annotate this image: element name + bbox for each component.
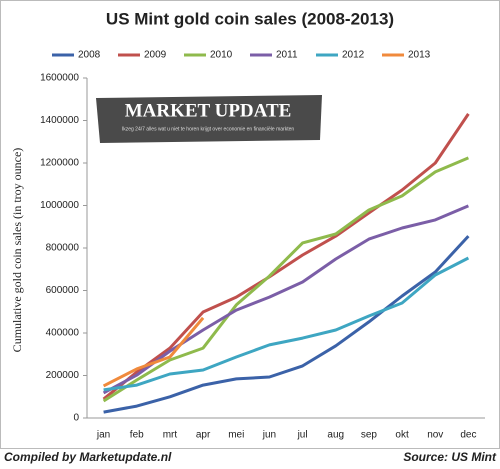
y-tick-label: 1200000 <box>40 158 79 169</box>
x-tick-label: jul <box>297 430 308 441</box>
x-tick-label: sep <box>361 430 378 441</box>
x-tick-label: mrt <box>163 430 178 441</box>
x-tick-label: mei <box>228 430 244 441</box>
y-tick-label: 1400000 <box>40 115 79 126</box>
y-tick-label: 200000 <box>46 370 80 381</box>
y-tick-label: 1000000 <box>40 200 79 211</box>
x-tick-label: dec <box>460 430 476 441</box>
footer-left: Compiled by Marketupdate.nl <box>4 450 172 464</box>
y-tick-label: 0 <box>73 413 79 424</box>
series-line <box>102 156 469 403</box>
watermark-bg <box>96 95 322 143</box>
watermark: MARKET UPDATE Ikzeg 24/7 alles wat u nie… <box>96 95 322 143</box>
legend-label: 2011 <box>276 50 298 61</box>
series-line <box>102 113 470 401</box>
series-line <box>102 316 205 388</box>
chart-frame <box>0 0 500 449</box>
x-tick-label: nov <box>427 430 443 441</box>
x-tick-label: okt <box>395 430 409 441</box>
watermark-subtitle: Ikzeg 24/7 alles wat u niet te horen kri… <box>122 126 295 132</box>
x-tick-label: jan <box>96 430 110 441</box>
legend-label: 2008 <box>78 50 101 61</box>
y-tick-label: 800000 <box>46 243 80 254</box>
y-tick-label: 400000 <box>46 328 80 339</box>
footer-right: Source: US Mint <box>403 450 497 464</box>
x-tick-label: jun <box>262 430 276 441</box>
series-line <box>102 204 469 395</box>
legend-label: 2009 <box>144 50 167 61</box>
legend-label: 2012 <box>342 50 365 61</box>
legend-label: 2010 <box>210 50 233 61</box>
y-tick-label: 600000 <box>46 285 80 296</box>
x-tick-label: apr <box>196 430 211 441</box>
y-axis-label: Cumulative gold coin sales (in troy ounc… <box>10 148 24 353</box>
series-line <box>103 235 470 414</box>
x-tick-label: feb <box>130 430 144 441</box>
legend-label: 2013 <box>408 50 431 61</box>
watermark-title: MARKET UPDATE <box>125 100 292 121</box>
chart-title: US Mint gold coin sales (2008-2013) <box>106 9 394 28</box>
series-line <box>103 256 470 392</box>
x-tick-label: aug <box>327 430 344 441</box>
y-tick-label: 1600000 <box>40 73 79 84</box>
